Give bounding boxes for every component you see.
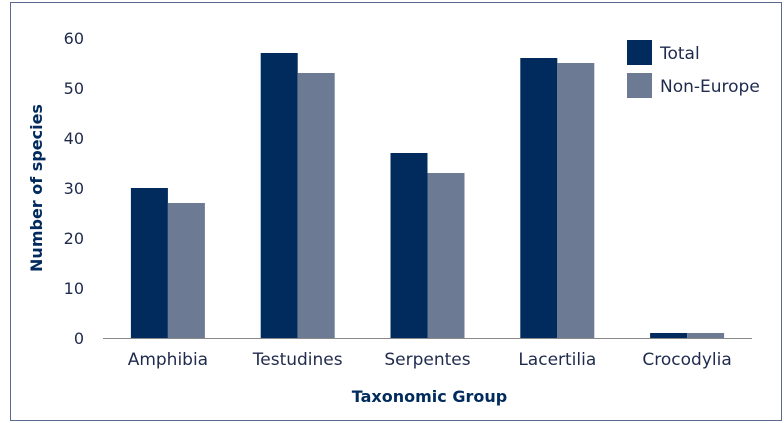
bar-total-testudines [260,53,298,338]
y-tick-label: 50 [64,79,84,98]
x-tick-label: Serpentes [384,350,470,370]
x-tick-label: Testudines [252,350,343,370]
y-tick-label: 30 [64,179,84,198]
x-tick-label: Lacertilia [518,350,596,370]
legend: Total Non-Europe [627,40,760,98]
bars-group [130,53,725,338]
x-tick-label: Crocodylia [642,350,731,370]
y-tick-label: 60 [64,29,84,48]
y-tick-label: 0 [74,329,84,348]
legend-swatch-total [627,40,652,65]
bar-total-serpentes [390,153,428,338]
bar-total-lacertilia [520,58,558,338]
legend-label: Total [659,44,700,64]
y-axis-ticks: 0 10 20 30 40 50 60 [64,29,84,348]
y-tick-label: 40 [64,129,84,148]
bar-non-europe-lacertilia [557,63,595,338]
y-axis-title: Number of species [27,104,46,272]
category-labels: Amphibia Testudines Serpentes Lacertilia Cro… [128,350,732,370]
y-tick-label: 10 [64,279,84,298]
y-tick-label: 20 [64,229,84,248]
bar-non-europe-amphibia [167,203,205,338]
bar-non-europe-crocodylia [687,333,725,338]
x-axis-title: Taxonomic Group [352,387,507,406]
bar-total-amphibia [130,188,168,338]
legend-label: Non-Europe [660,77,760,97]
bar-total-crocodylia [650,333,688,338]
bar-non-europe-serpentes [427,173,465,338]
x-tick-label: Amphibia [128,350,208,370]
bar-non-europe-testudines [297,73,335,338]
legend-swatch-non-europe [627,73,652,98]
